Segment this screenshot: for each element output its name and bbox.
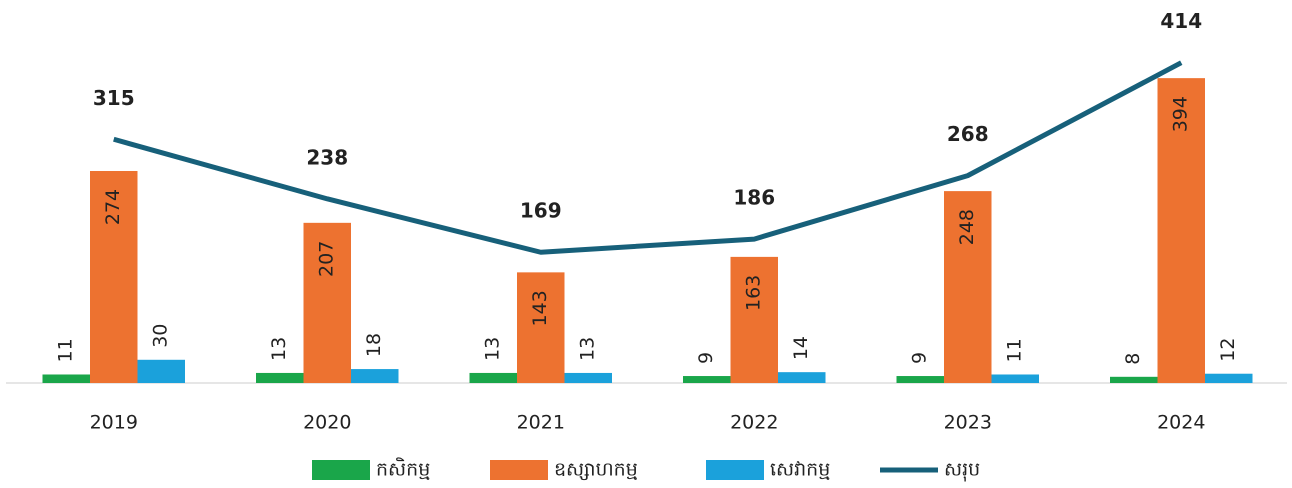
bar (42, 374, 90, 383)
legend-label: សេវាកម្ម (770, 459, 830, 481)
value-label: 9 (909, 352, 931, 364)
legend-swatch (706, 460, 764, 480)
value-label: 143 (529, 290, 551, 326)
value-label: 394 (1170, 96, 1192, 132)
value-label: 18 (363, 333, 385, 357)
bar (683, 376, 731, 383)
total-label: 169 (520, 199, 562, 223)
legend-swatch (312, 460, 370, 480)
bar (137, 359, 185, 383)
bar (730, 256, 778, 383)
value-label: 11 (55, 338, 77, 362)
value-label: 13 (268, 337, 290, 361)
value-label: 13 (577, 337, 599, 361)
legend-label: ឧស្សាហកម្ម (554, 459, 638, 481)
bar (256, 372, 304, 383)
value-label: 274 (102, 189, 124, 225)
total-label: 238 (306, 145, 348, 169)
x-tick-label: 2023 (944, 412, 992, 434)
bar (1157, 78, 1205, 384)
value-label: 11 (1004, 338, 1026, 362)
value-label: 9 (695, 352, 717, 364)
bar (991, 374, 1039, 383)
x-tick-label: 2021 (517, 412, 565, 434)
total-line (113, 60, 1183, 255)
value-label: 30 (150, 324, 172, 348)
value-label: 12 (1217, 338, 1239, 362)
bar (351, 369, 399, 383)
x-tick-label: 2019 (90, 412, 138, 434)
value-label: 13 (482, 337, 504, 361)
bar (564, 372, 612, 383)
bar (778, 372, 826, 383)
value-label: 207 (316, 241, 338, 277)
legend-label: កសិកម្ម (376, 457, 430, 481)
total-label: 268 (947, 122, 989, 146)
bar (896, 376, 944, 383)
legend-label: សរុប (944, 459, 980, 483)
x-tick-label: 2022 (730, 412, 778, 434)
total-label: 315 (93, 86, 135, 110)
bar (1110, 376, 1158, 383)
bar (517, 272, 565, 383)
total-label: 414 (1160, 9, 1202, 33)
total-label: 186 (733, 186, 775, 210)
value-label: 163 (743, 275, 765, 311)
bar (1205, 373, 1253, 383)
value-label: 248 (956, 209, 978, 245)
bar (944, 191, 992, 383)
x-tick-label: 2024 (1157, 412, 1205, 434)
x-tick-label: 2020 (303, 412, 351, 434)
legend-swatch (490, 460, 548, 480)
value-label: 14 (790, 336, 812, 360)
value-label: 8 (1122, 353, 1144, 365)
bar (90, 170, 138, 383)
bar (469, 372, 517, 383)
bar (303, 222, 351, 383)
